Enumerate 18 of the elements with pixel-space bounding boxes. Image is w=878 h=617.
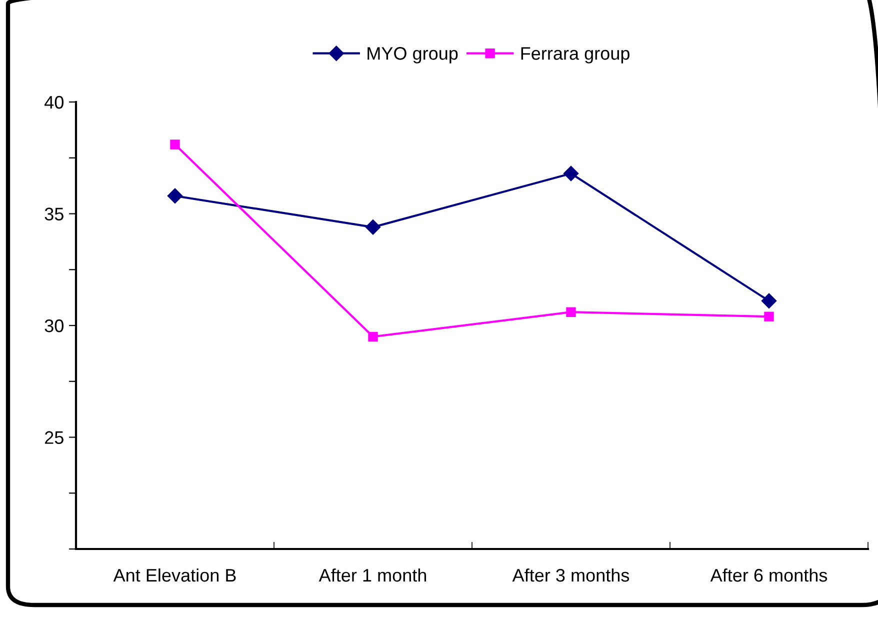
point	[167, 188, 183, 204]
x-tick-label: After 1 month	[318, 568, 426, 582]
x-tick-label: After 3 months	[512, 568, 630, 582]
point	[368, 332, 378, 342]
y-tick-label: 35	[44, 208, 64, 220]
point	[170, 140, 180, 150]
point	[761, 293, 777, 308]
y-tick-label: 25	[45, 431, 64, 444]
legend-label: MYO group	[368, 47, 458, 64]
x-tick-label: After 6 months	[710, 568, 828, 582]
point	[566, 307, 576, 317]
legend-label: Ferrara group	[521, 47, 630, 64]
point	[563, 166, 579, 182]
y-tick-label: 40	[44, 96, 64, 109]
point	[764, 312, 774, 322]
x-tick-label: Ant Elevation B	[113, 568, 236, 582]
point	[365, 220, 381, 235]
y-tick-label: 30	[44, 319, 64, 332]
